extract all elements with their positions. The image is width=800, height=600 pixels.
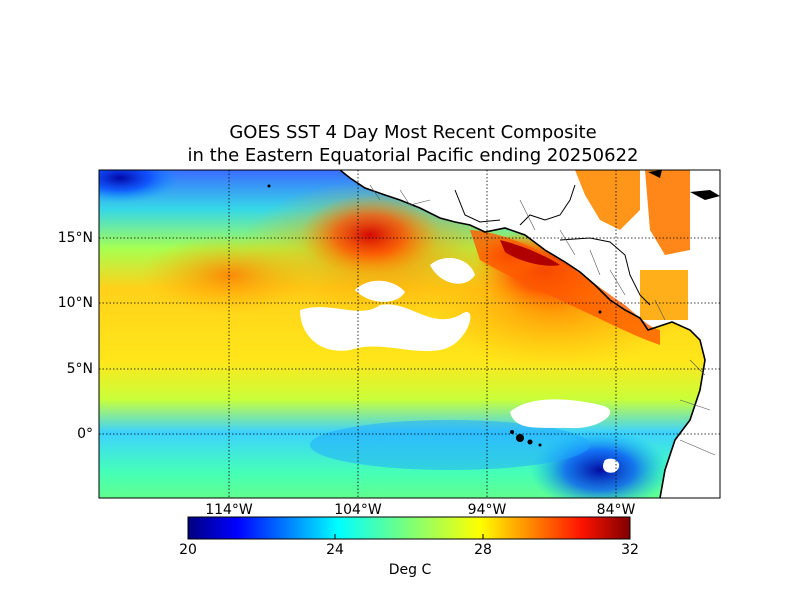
lon-label-114w: 114°W: [205, 502, 253, 518]
lat-label-5n: 5°N: [66, 361, 93, 377]
lat-label-0: 0°: [77, 426, 93, 442]
map-title-line-2: in the Eastern Equatorial Pacific ending…: [187, 145, 639, 166]
lat-label-10n: 10°N: [57, 295, 93, 311]
lon-label-84w: 84°W: [596, 502, 636, 518]
graticule: [99, 170, 720, 498]
lon-label-104w: 104°W: [334, 502, 382, 518]
colorbar-unit-label: Deg C: [388, 562, 432, 578]
map-frame: [98, 169, 721, 499]
sst-field: [99, 170, 720, 498]
lat-label-15n: 15°N: [57, 230, 93, 246]
map-title-line-1: GOES SST 4 Day Most Recent Composite: [229, 122, 597, 143]
colorbar-ticks: [187, 534, 631, 539]
colorbar-tick-28: 28: [474, 542, 492, 558]
colorbar-tick-32: 32: [621, 542, 639, 558]
colorbar-tick-24: 24: [326, 542, 344, 558]
colorbar: [187, 516, 631, 540]
colorbar-tick-20: 20: [179, 542, 197, 558]
lon-label-94w: 94°W: [467, 502, 507, 518]
